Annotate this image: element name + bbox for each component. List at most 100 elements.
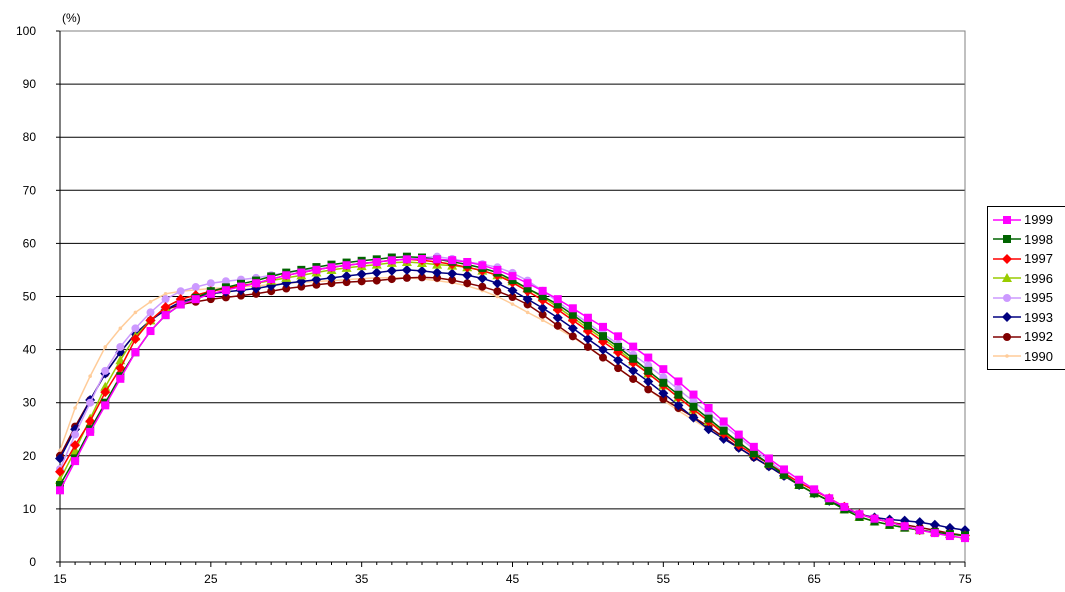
legend-label: 1997 [1024,251,1053,267]
legend-label: 1993 [1024,309,1053,325]
data-point [101,401,110,410]
data-point [840,502,849,511]
data-point [780,465,788,474]
data-point [478,282,487,291]
data-point [206,289,215,298]
legend-label: 1990 [1024,348,1053,364]
x-tick-labels: 15 25 35 45 55 65 75 [53,572,972,586]
data-point [103,345,108,349]
legend-label: 1995 [1024,290,1053,306]
data-point [553,321,562,330]
data-point [447,268,458,279]
data-point [131,348,140,357]
data-point [206,279,215,288]
y-tick-labels: 0 10 20 30 40 50 60 70 80 90 100 [16,24,36,569]
legend-label: 1998 [1024,231,1053,247]
data-point [1005,354,1009,359]
data-point [644,366,653,375]
data-point [734,430,743,439]
data-point [507,285,518,296]
x-tick-label: 15 [53,572,67,586]
data-point [342,278,351,287]
data-point [582,333,593,344]
data-point [88,374,92,378]
data-point [929,519,940,530]
data-point [614,332,623,341]
data-point [342,261,351,270]
data-point [161,295,170,304]
data-point [341,271,352,282]
data-point [478,261,487,270]
data-point [221,293,230,302]
data-point [689,402,698,411]
y-tick-label: 10 [23,502,37,516]
data-point [86,427,95,436]
data-point [148,300,153,304]
data-point [764,454,773,463]
data-point [614,342,623,351]
data-point [885,518,894,527]
legend-swatch [993,293,1021,302]
data-point [538,310,547,319]
data-point [915,526,924,535]
data-point [433,255,442,264]
data-point [297,282,306,291]
y-tick-label: 0 [29,555,36,569]
data-point [463,257,472,266]
data-point [930,529,939,538]
data-point [356,269,367,280]
data-point [510,302,515,306]
data-point [553,300,562,309]
data-point [252,279,261,288]
data-point [145,315,156,326]
data-point [163,292,168,296]
data-point [644,353,653,362]
legend-label: 1999 [1024,212,1053,228]
y-tick-label: 90 [23,77,37,91]
data-point [552,312,563,323]
data-point [598,344,608,355]
data-point [599,353,607,362]
data-point [658,388,669,399]
data-point [1002,253,1012,264]
data-point [327,263,336,272]
data-point [523,279,532,288]
y-tick-label: 100 [16,24,36,38]
data-point [900,522,909,531]
data-point [386,265,397,276]
data-point [160,302,171,313]
x-tick-label: 75 [958,572,972,586]
data-point [327,279,336,288]
data-point [734,438,743,447]
data-point [688,412,699,423]
data-point [674,377,683,386]
data-point [749,449,758,458]
data-point [176,300,185,309]
data-point [810,485,819,494]
data-point [525,310,530,315]
data-point [523,300,532,309]
data-point [508,292,517,301]
data-point [372,257,381,266]
data-point [118,326,123,331]
data-point [659,394,668,403]
data-point [689,390,698,399]
data-point [568,310,577,319]
data-point [628,365,639,376]
data-point [401,264,412,275]
data-point [73,406,77,410]
data-point [719,426,728,435]
data-point [56,486,64,495]
series-lines [55,252,970,543]
data-point [795,481,804,490]
data-point [252,289,261,298]
legend-item: 1995 [992,288,1065,308]
data-point [297,268,306,277]
data-point [614,364,623,373]
data-point [357,277,366,286]
data-point [522,294,533,305]
x-tick-label: 25 [204,572,218,586]
data-point [599,332,607,341]
data-point [644,385,653,394]
